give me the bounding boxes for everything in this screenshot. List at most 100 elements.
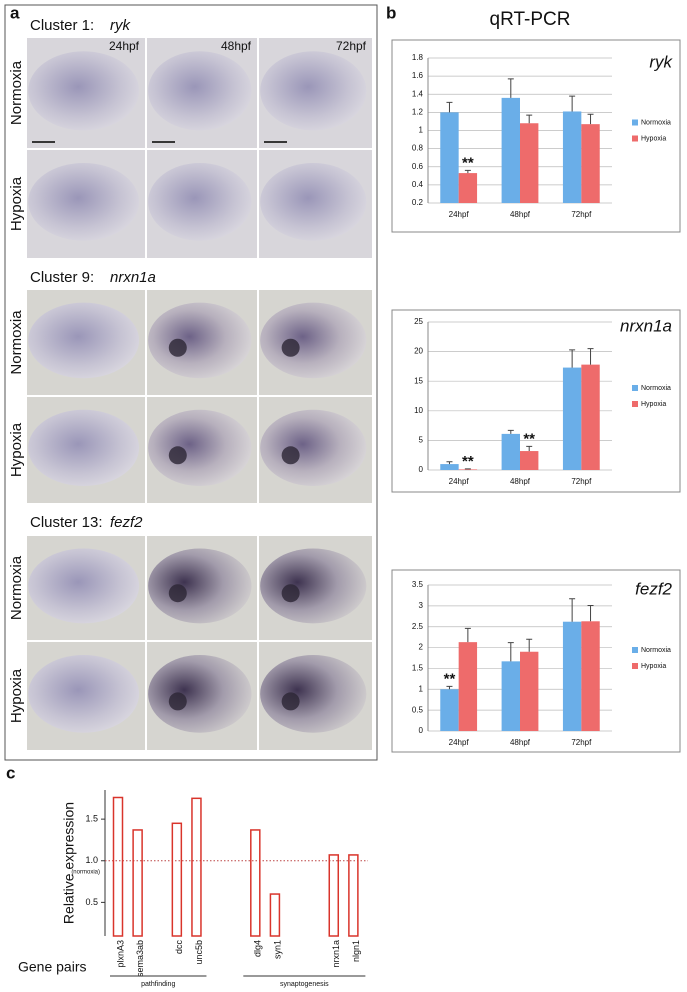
x-tick-label: nrxn1a xyxy=(331,940,341,968)
embryo xyxy=(148,162,252,241)
bar xyxy=(348,854,359,937)
y-tick-label: 1 xyxy=(419,684,424,693)
eye xyxy=(281,338,300,357)
cluster-gene: ryk xyxy=(110,17,131,34)
bar xyxy=(520,451,539,470)
timepoint-label: 48hpf xyxy=(221,39,252,53)
y-tick-label: 25 xyxy=(414,317,423,326)
embryo xyxy=(28,51,140,131)
bar xyxy=(562,367,582,470)
embryo xyxy=(28,654,140,733)
eye xyxy=(168,446,187,465)
embryo xyxy=(148,302,252,379)
y-tick-label: 1.5 xyxy=(85,814,98,824)
embryo xyxy=(260,409,367,487)
embryo xyxy=(148,51,252,131)
embryo xyxy=(28,302,140,379)
condition-label: Hypoxia xyxy=(8,668,25,723)
bar xyxy=(440,112,459,203)
panel-title: qRT-PCR xyxy=(490,9,571,30)
x-tick-label: 72hpf xyxy=(571,738,592,747)
embryo xyxy=(260,548,367,624)
bar xyxy=(520,651,539,731)
y-tick-label: 1.0 xyxy=(85,855,98,865)
y-tick-label: 10 xyxy=(414,406,423,415)
legend-label: Hypoxia xyxy=(641,135,666,142)
embryo xyxy=(28,409,140,487)
bar xyxy=(501,97,520,203)
cluster-gene: fezf2 xyxy=(110,514,143,531)
x-tick-label: nlgn1 xyxy=(351,940,361,962)
cluster-label: Cluster 13: xyxy=(30,514,103,531)
bar xyxy=(581,364,600,470)
chart-title: fezf2 xyxy=(635,579,672,598)
bar xyxy=(191,797,202,937)
legend-swatch xyxy=(632,385,638,391)
legend-swatch xyxy=(632,647,638,653)
legend-swatch xyxy=(632,663,638,669)
error-bar xyxy=(507,429,514,434)
bar xyxy=(440,689,459,731)
bar xyxy=(501,433,520,470)
embryo xyxy=(260,654,367,733)
legend-swatch xyxy=(632,401,638,407)
y-tick-label: 3 xyxy=(419,601,424,610)
error-bar xyxy=(569,598,576,622)
bar xyxy=(562,111,582,203)
embryo xyxy=(260,162,367,241)
eye xyxy=(168,584,187,603)
chart-title: ryk xyxy=(649,52,673,71)
x-tick-label: dlg4 xyxy=(253,940,263,957)
x-tick-label: 72hpf xyxy=(571,210,592,219)
bar xyxy=(171,822,183,937)
legend-label: Normoxia xyxy=(641,119,671,126)
bar xyxy=(501,661,520,731)
legend-swatch xyxy=(632,119,638,126)
error-bar xyxy=(446,461,453,465)
y-tick-label: 2 xyxy=(419,643,424,652)
y-tick-label: 20 xyxy=(414,347,423,356)
error-bar xyxy=(569,95,576,112)
y-tick-label: 1.5 xyxy=(412,664,424,673)
x-tick-label: 24hpf xyxy=(449,738,470,747)
error-bar xyxy=(526,114,533,124)
error-bar xyxy=(587,113,594,125)
y-tick-label: 0.6 xyxy=(412,162,424,171)
y-tick-label: 0.5 xyxy=(412,705,424,714)
panel-label: a xyxy=(10,3,20,22)
group-label: pathfinding xyxy=(141,981,175,988)
error-bar xyxy=(507,642,514,662)
legend-label: Normoxia xyxy=(641,647,671,654)
reference-label: (normoxia) xyxy=(71,869,100,875)
embryo xyxy=(148,548,252,624)
legend-label: Hypoxia xyxy=(641,401,666,408)
y-tick-label: 1.4 xyxy=(412,89,424,98)
x-tick-label: syn1 xyxy=(272,940,282,959)
y-axis-label: Relative expression xyxy=(61,802,77,924)
panel-label: b xyxy=(386,3,396,22)
y-tick-label: 0.2 xyxy=(412,198,424,207)
timepoint-label: 72hpf xyxy=(336,39,367,53)
eye xyxy=(168,692,187,711)
significance: ** xyxy=(444,670,456,687)
x-tick-label: 48hpf xyxy=(510,210,531,219)
panel-a-frame xyxy=(4,4,378,761)
x-tick-label: 24hpf xyxy=(449,210,470,219)
y-tick-label: 1.6 xyxy=(412,71,424,80)
timepoint-label: 24hpf xyxy=(109,39,140,53)
chart-title: nrxn1a xyxy=(620,316,672,335)
error-bar xyxy=(587,348,594,365)
eye xyxy=(281,692,300,711)
panel-label: c xyxy=(6,763,15,782)
y-tick-label: 2.5 xyxy=(412,622,424,631)
legend-label: Normoxia xyxy=(641,385,671,392)
significance: ** xyxy=(462,154,474,171)
y-tick-label: 3.5 xyxy=(412,580,424,589)
legend-swatch xyxy=(632,135,638,142)
x-tick-label: plxnA3 xyxy=(115,940,125,968)
error-bar xyxy=(446,101,453,113)
eye xyxy=(168,338,187,357)
y-tick-label: 1.8 xyxy=(412,53,424,62)
embryo xyxy=(148,409,252,487)
